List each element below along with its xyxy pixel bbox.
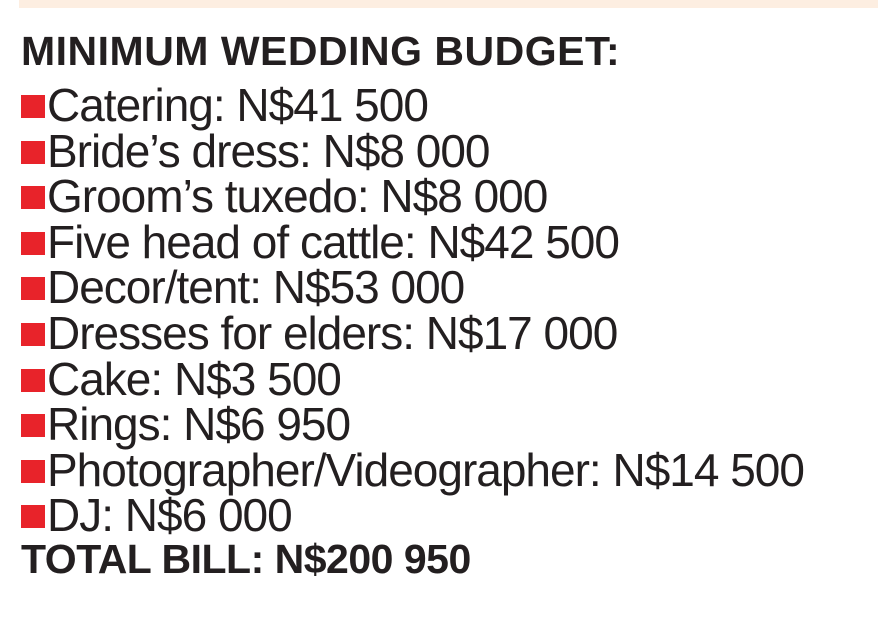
budget-list-item: Groom’s tuxedo: N$8 000 [21,173,871,220]
bullet-square-icon [21,368,45,392]
budget-list-item: Decor/tent: N$53 000 [21,264,871,311]
budget-list-item: Five head of cattle: N$42 500 [21,219,871,266]
budget-list-item: Dresses for elders: N$17 000 [21,310,871,357]
budget-item-text: Decor/tent: N$53 000 [47,261,465,314]
budget-item-text: Photographer/Videographer: N$14 500 [47,443,805,496]
budget-list-item: Photographer/Videographer: N$14 500 [21,447,871,494]
bullet-square-icon [21,140,45,164]
total-bill-line: TOTAL BILL: N$200 950 [21,535,471,582]
budget-item-text: Bride’s dress: N$8 000 [47,124,491,177]
top-accent-bar [19,0,878,8]
budget-list-item: Catering: N$41 500 [21,82,871,129]
bullet-square-icon [21,459,45,483]
bullet-square-icon [21,505,45,529]
budget-list-item: Cake: N$3 500 [21,356,871,403]
bullet-square-icon [21,322,45,346]
bullet-square-icon [21,414,45,438]
budget-item-text: Five head of cattle: N$42 500 [47,215,620,268]
budget-panel: MINIMUM WEDDING BUDGET: Catering: N$41 5… [21,0,871,580]
bullet-square-icon [21,186,45,210]
budget-item-text: Groom’s tuxedo: N$8 000 [47,170,548,223]
budget-list-item: Rings: N$6 950 [21,401,871,448]
budget-item-text: Dresses for elders: N$17 000 [47,306,618,359]
budget-item-text: Catering: N$41 500 [47,79,429,131]
budget-item-text: DJ: N$6 000 [47,489,293,542]
budget-list-item: Bride’s dress: N$8 000 [21,128,871,175]
budget-list-item: DJ: N$6 000 [21,492,871,539]
bullet-square-icon [21,95,45,118]
budget-item-text: Rings: N$6 950 [47,398,351,451]
budget-item-text: Cake: N$3 500 [47,352,342,405]
bullet-square-icon [21,277,45,301]
bullet-square-icon [21,231,45,255]
budget-list: Catering: N$41 500 Bride’s dress: N$8 00… [21,82,871,539]
page-title: MINIMUM WEDDING BUDGET: [21,28,621,74]
